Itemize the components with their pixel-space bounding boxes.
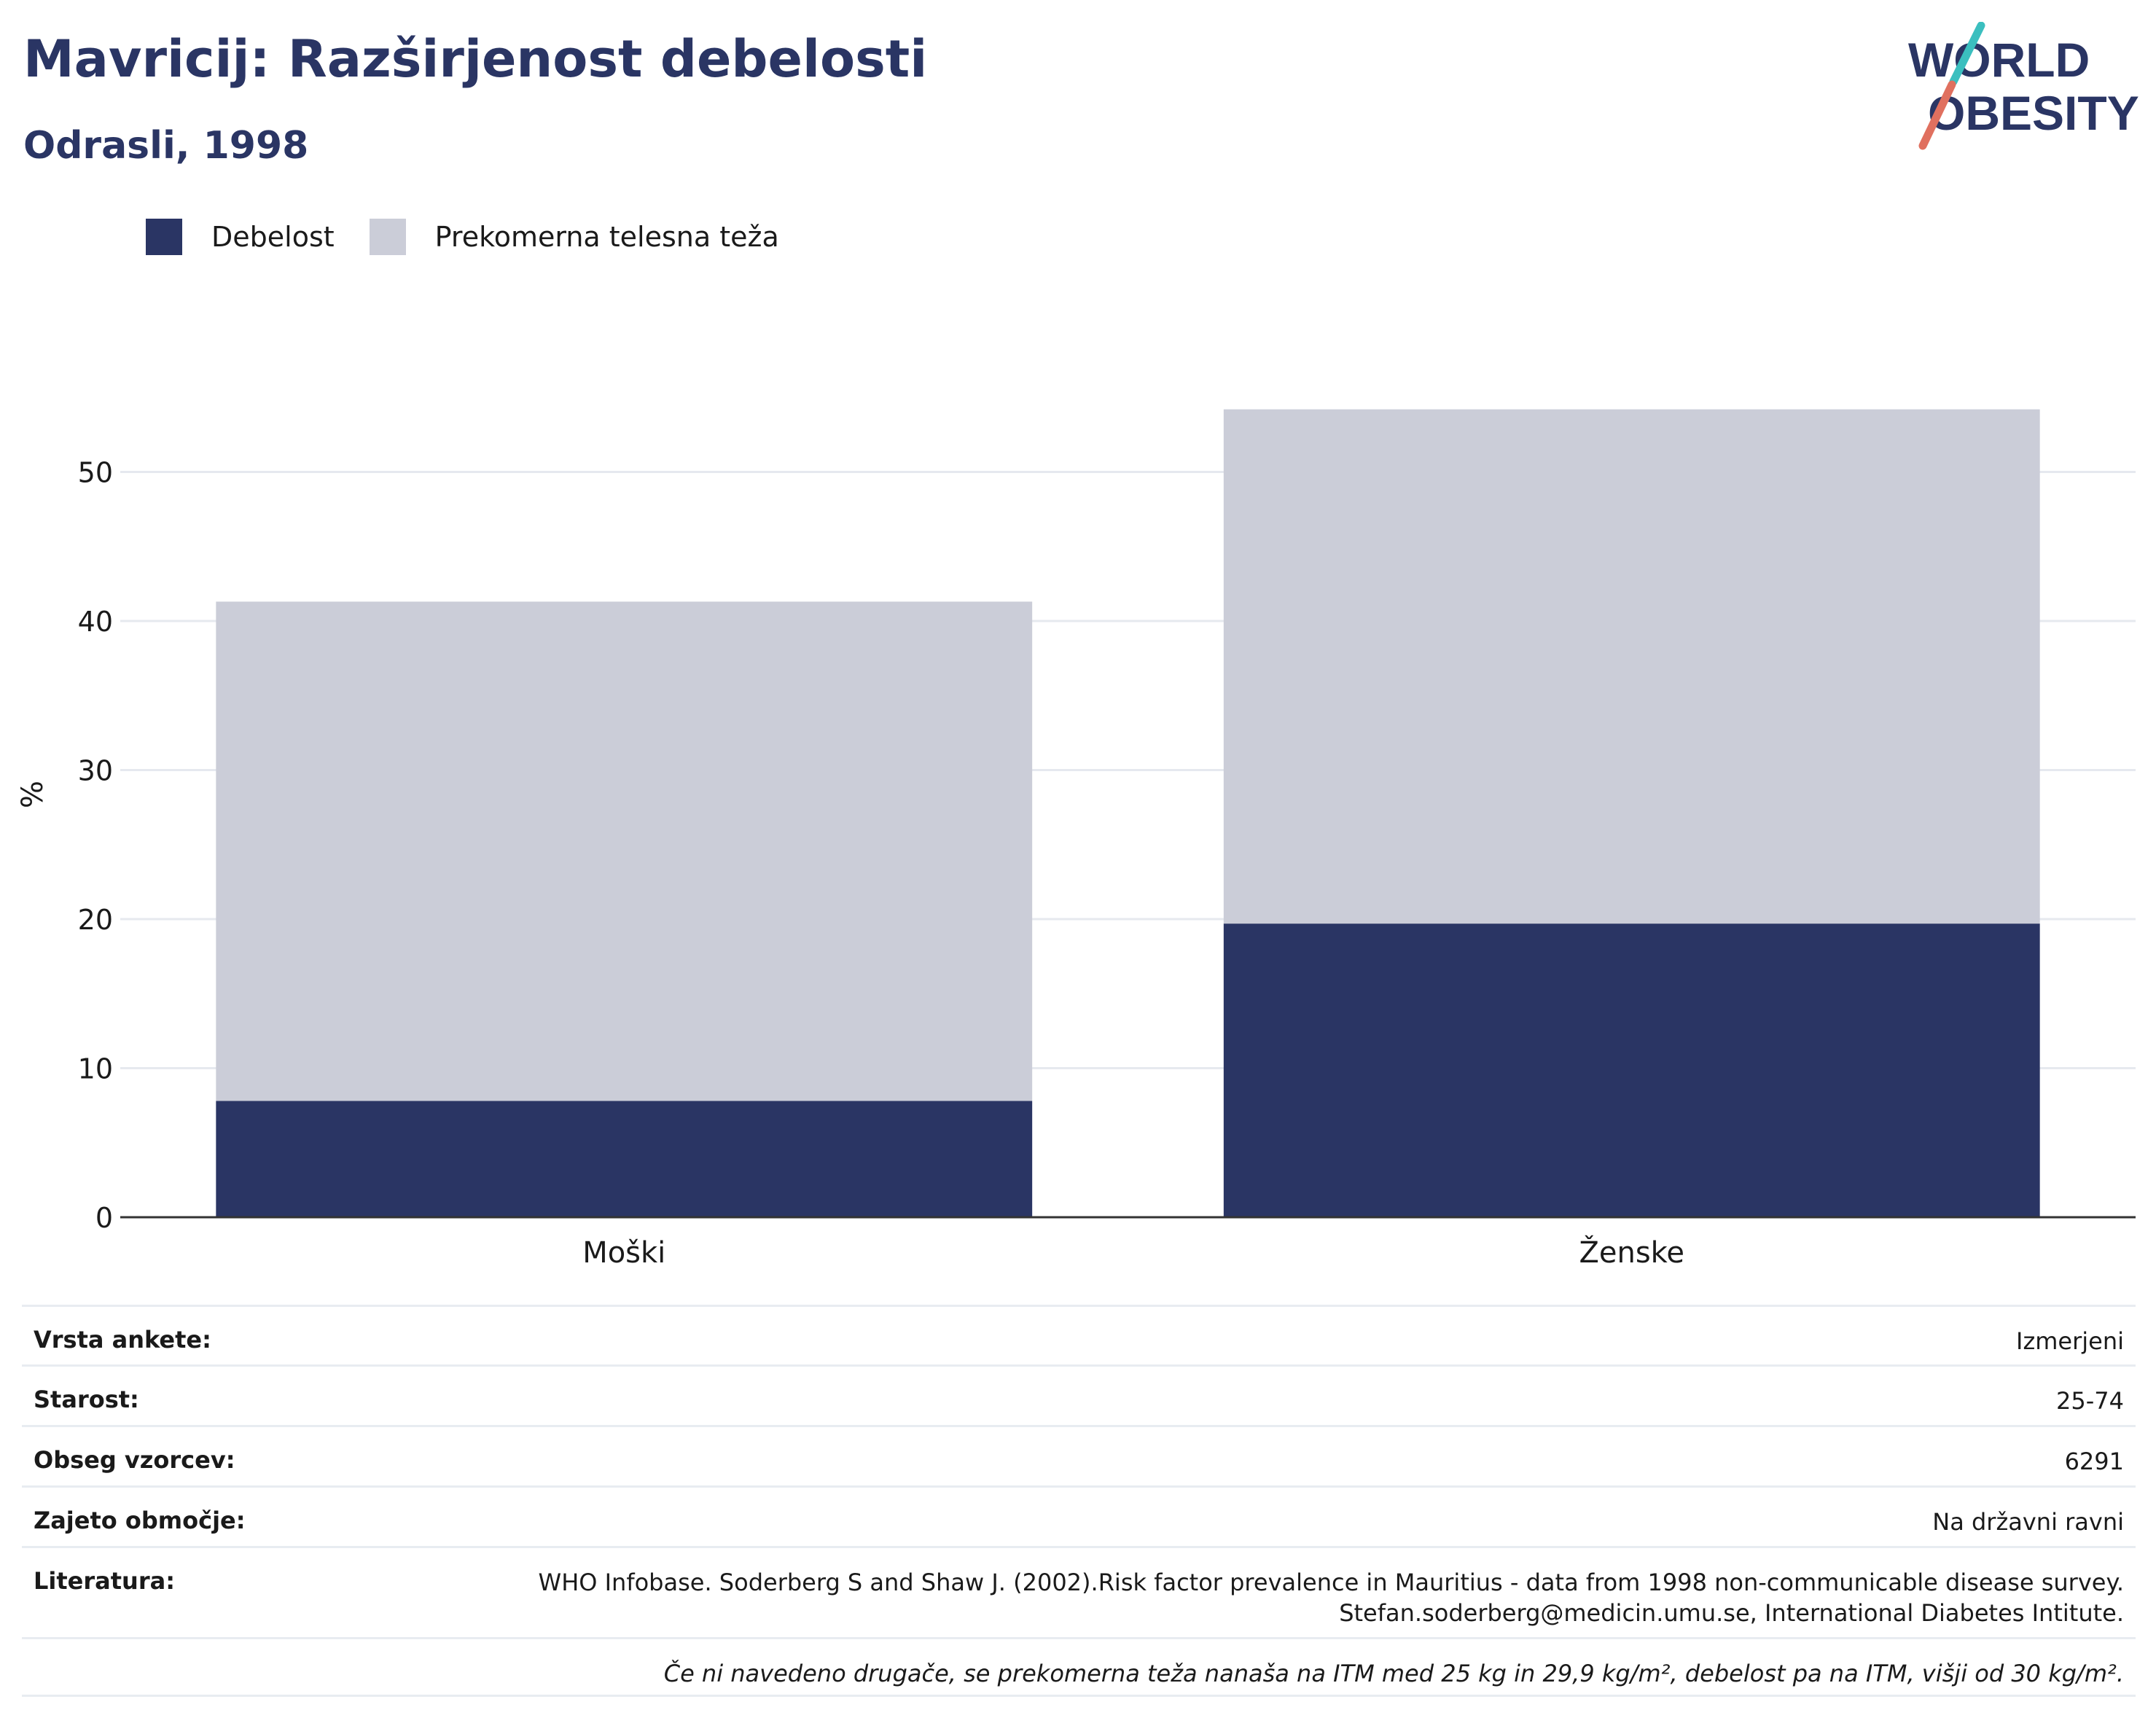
chart-title: Mavricij: Razširjenost debelosti [23, 29, 928, 89]
info-value: Izmerjeni [2016, 1327, 2124, 1355]
logo-line2: OBESITY [1928, 86, 2139, 140]
legend-item-obesity: Debelost [146, 219, 335, 255]
info-value: 25-74 [2056, 1387, 2124, 1415]
legend-label-overweight: Prekomerna telesna teža [434, 221, 779, 253]
info-value: WHO Infobase. Soderberg S and Shaw J. (2… [539, 1567, 2124, 1628]
logo-line1: WORLD [1908, 33, 2090, 87]
y-tick-labels: 0 10 20 30 40 50 [78, 457, 113, 1235]
info-row-reference: Literatura: WHO Infobase. Soderberg S an… [22, 1546, 2136, 1637]
legend-swatch-obesity [146, 219, 182, 255]
y-tick-label: 30 [78, 755, 113, 787]
info-value: Na državni ravni [1932, 1508, 2124, 1536]
y-axis-label: % [16, 781, 50, 808]
x-tick-label: Ženske [1579, 1235, 1684, 1270]
info-row-age: Starost: 25-74 [22, 1364, 2136, 1425]
info-row-sample-size: Obseg vzorcev: 6291 [22, 1425, 2136, 1485]
bar-obesity [1223, 923, 2040, 1217]
reference-line-1: WHO Infobase. Soderberg S and Shaw J. (2… [538, 1569, 2124, 1596]
stacked-bar-chart: 0 10 20 30 40 50 Moški Ženske % [16, 409, 2136, 1270]
definition-note: Če ni navedeno drugače, se prekomerna te… [22, 1637, 2136, 1697]
info-label: Literatura: [34, 1567, 175, 1595]
legend-label-obesity: Debelost [211, 221, 335, 253]
y-tick-label: 50 [78, 457, 113, 489]
chart-subtitle: Odrasli, 1998 [23, 124, 309, 168]
y-tick-label: 10 [78, 1053, 113, 1085]
x-tick-label: Moški [582, 1236, 665, 1270]
y-tick-label: 0 [95, 1202, 113, 1234]
info-label: Starost: [34, 1386, 139, 1413]
legend-swatch-overweight [369, 219, 406, 255]
y-tick-label: 20 [78, 904, 113, 936]
info-row-coverage: Zajeto območje: Na državni ravni [22, 1485, 2136, 1546]
info-table: Vrsta ankete: Izmerjeni Starost: 25-74 O… [22, 1305, 2136, 1697]
reference-line-2: Stefan.soderberg@medicin.umu.se, Interna… [1339, 1599, 2124, 1627]
logo-slash-bottom [1918, 80, 1956, 150]
world-obesity-logo: WORLD OBESITY [1908, 22, 2139, 150]
bars [216, 409, 2040, 1217]
info-label: Zajeto območje: [34, 1507, 246, 1534]
info-value: 6291 [2064, 1448, 2124, 1475]
x-tick-labels: Moški Ženske [582, 1235, 1684, 1270]
info-row-survey-type: Vrsta ankete: Izmerjeni [22, 1305, 2136, 1364]
y-tick-label: 40 [78, 606, 113, 638]
legend-item-overweight: Prekomerna telesna teža [369, 219, 779, 255]
legend: Debelost Prekomerna telesna teža [146, 219, 814, 255]
bar-overweight [216, 601, 1033, 1101]
bar-overweight [1223, 409, 2040, 924]
info-label: Obseg vzorcev: [34, 1446, 235, 1474]
logo-slash-top [1949, 22, 1985, 86]
info-label: Vrsta ankete: [34, 1326, 211, 1354]
bar-obesity [216, 1101, 1033, 1217]
